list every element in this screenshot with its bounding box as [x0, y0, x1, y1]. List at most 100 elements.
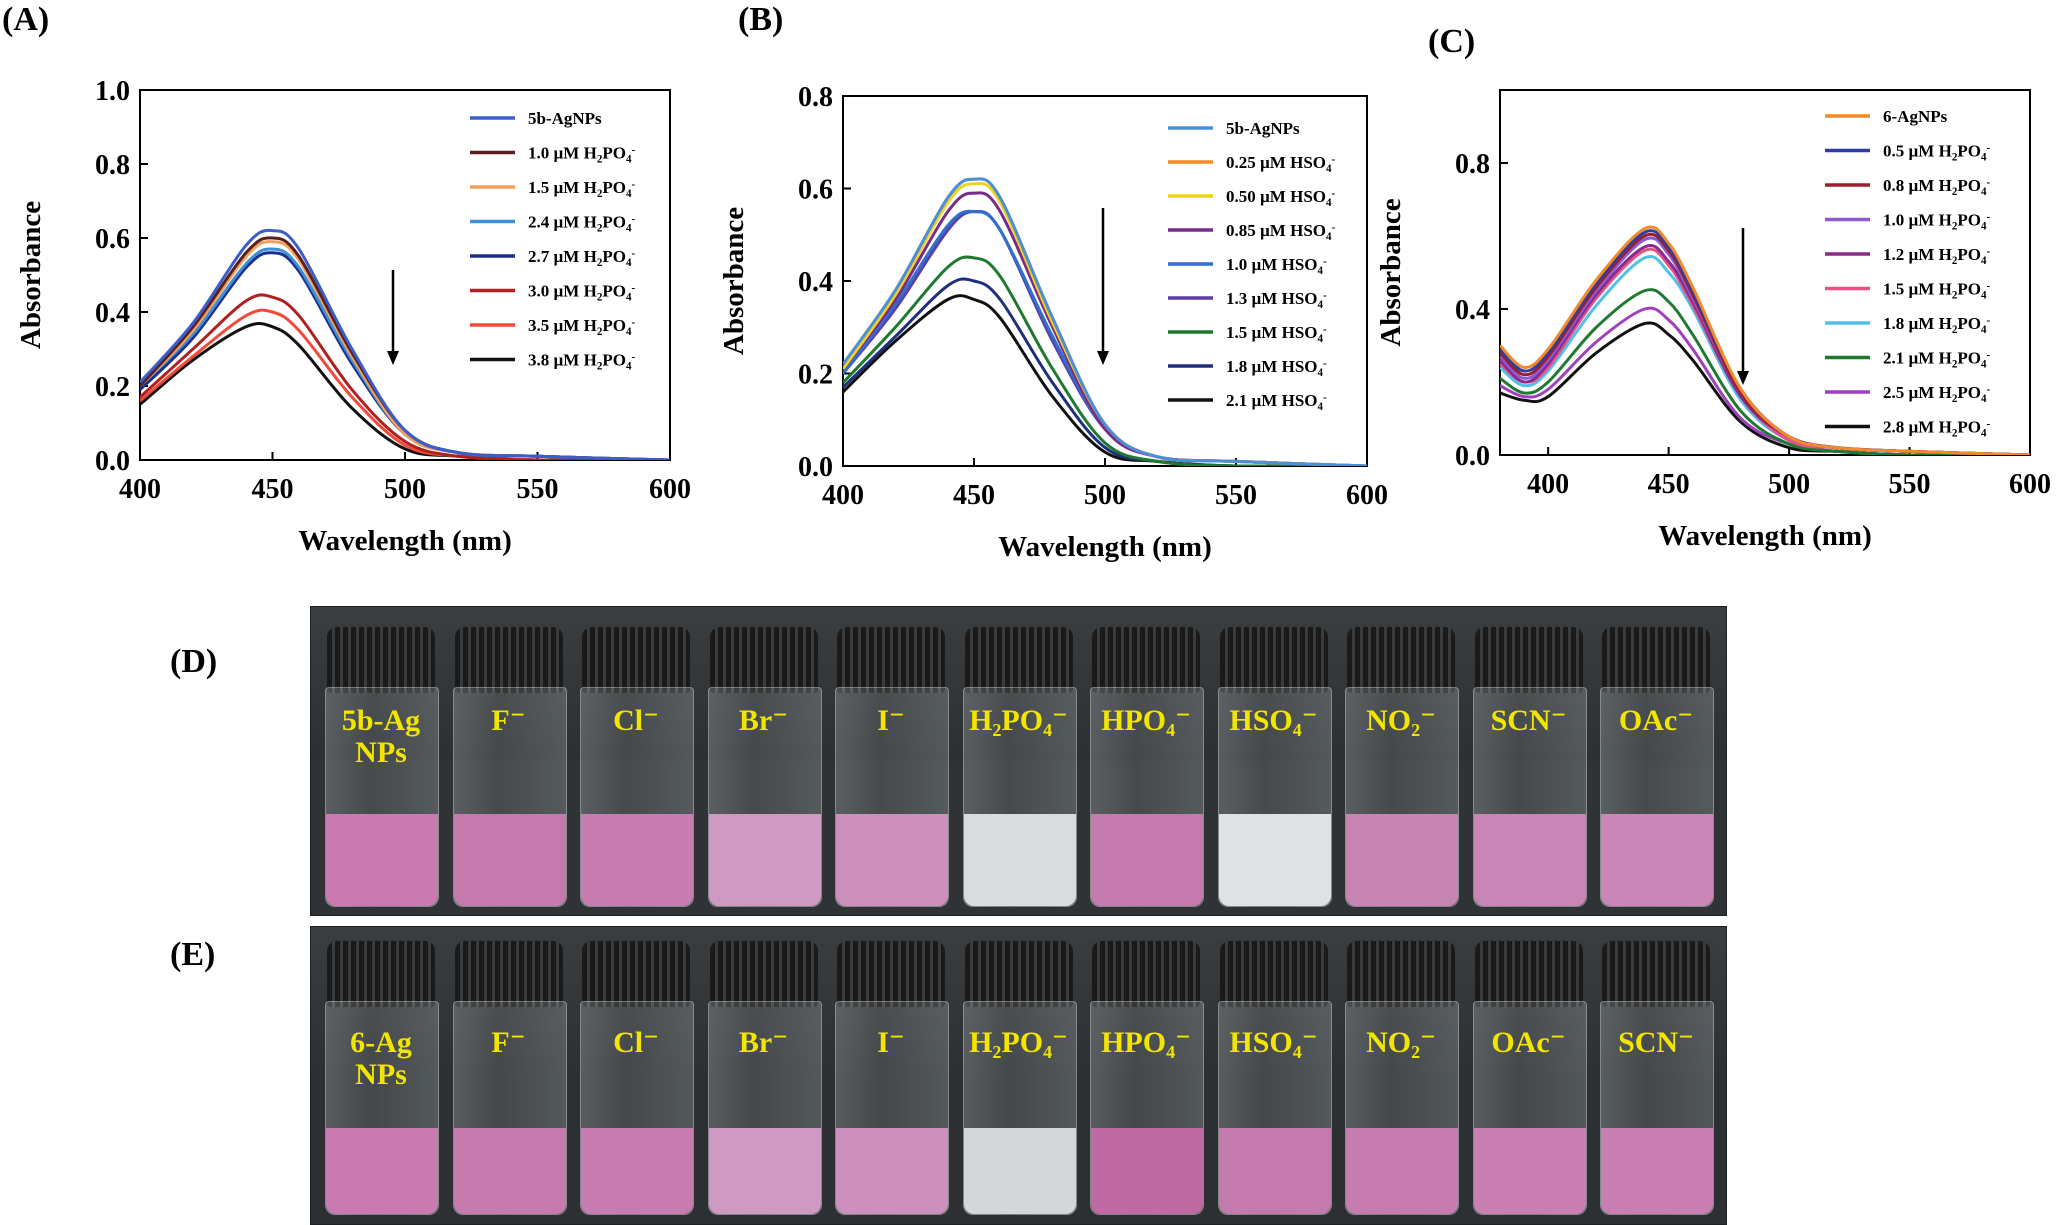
x-tick-label: 600 [2009, 469, 2051, 500]
vial-solution [1346, 814, 1458, 906]
legend-label: 5b-AgNPs [1226, 119, 1300, 138]
y-tick-label: 0.0 [95, 446, 130, 477]
vial-label: OAc⁻ [1491, 1026, 1566, 1059]
legend-label: 2.1 µM H2PO4- [1883, 349, 1991, 371]
vial-label: SCN⁻ [1490, 704, 1567, 737]
vial: F⁻ [449, 927, 569, 1224]
y-tick-label: 0.4 [798, 267, 833, 298]
vial-glass [452, 687, 567, 907]
vial-glass [1600, 687, 1714, 907]
y-tick-label: 0.4 [95, 298, 130, 329]
vial-label: F⁻ [491, 704, 526, 737]
vial-cap [964, 941, 1073, 1007]
vial-photo-e: 6-Ag NPs F⁻ Cl⁻ Br⁻ I⁻ H₂PO₄⁻ HPO₄⁻ HSO₄⁻ NO₂⁻ OA… [310, 926, 1727, 1225]
series-line [140, 228, 670, 460]
series-group [1500, 225, 2030, 455]
vial: Br⁻ [704, 607, 824, 915]
vial: Cl⁻ [576, 607, 696, 915]
legend-label: 3.8 µM H2PO4- [528, 351, 636, 373]
y-tick-label: 0.0 [1455, 441, 1490, 472]
vial-glass [835, 687, 949, 907]
vial-label: Cl⁻ [613, 1026, 659, 1059]
legend-label: 2.5 µM H2PO4- [1883, 383, 1991, 405]
vial-glass [1090, 1001, 1204, 1215]
x-tick-label: 400 [1527, 469, 1569, 500]
vial-glass [1217, 687, 1332, 907]
legend-label: 1.8 µM H2PO4- [1883, 314, 1991, 336]
vial-glass [1345, 1001, 1459, 1215]
x-axis-label: Wavelength (nm) [998, 531, 1211, 563]
vial-cap [1092, 627, 1200, 693]
y-tick-label: 0.0 [798, 452, 833, 483]
panel-label-a: (A) [2, 1, 49, 38]
vial-solution [581, 1128, 693, 1214]
y-axis-label: Absorbance [1375, 198, 1407, 346]
trend-arrow-head [1097, 351, 1109, 365]
vial-glass [707, 687, 822, 907]
chart-0: 0.0 0.2 0.4 0.6 0.8 1.0 400 450 500 550 600 Wavelen… [15, 76, 691, 557]
series-line [843, 177, 1367, 466]
vial-glass [325, 687, 439, 907]
y-axis-label: Absorbance [15, 201, 47, 349]
legend-label: 0.25 µM HSO4- [1226, 153, 1336, 175]
vial: F⁻ [449, 607, 569, 915]
vial: Cl⁻ [576, 927, 696, 1224]
vial-solution [963, 1128, 1076, 1214]
series-line [140, 293, 670, 460]
y-tick-label: 0.6 [95, 224, 130, 255]
x-tick-label: 550 [1215, 480, 1257, 511]
vial-cap [837, 627, 945, 693]
vial-glass [580, 687, 694, 907]
legend-label: 1.5 µM H2PO4- [1883, 280, 1991, 302]
legend-label: 1.0 µM H2PO4- [1883, 211, 1991, 233]
legend-label: 1.5 µM H2PO4- [528, 178, 636, 200]
vial: SCN⁻ [1596, 927, 1716, 1224]
vial-cap [454, 627, 563, 693]
vial-cap [964, 627, 1073, 693]
vial-solution [1218, 814, 1331, 906]
vial-label: I⁻ [877, 1026, 905, 1059]
vial-cap [454, 941, 563, 1007]
vial: SCN⁻ [1469, 607, 1589, 915]
vial: I⁻ [831, 927, 951, 1224]
legend-label: 3.0 µM H2PO4- [528, 282, 636, 304]
series-line [1500, 288, 2030, 455]
legend-label: 2.7 µM H2PO4- [528, 247, 636, 269]
vial-cap [582, 627, 690, 693]
vial-label: 6-Ag NPs [350, 1026, 412, 1091]
x-tick-label: 500 [1768, 469, 1810, 500]
vial: NO₂⁻ [1341, 607, 1461, 915]
legend-label: 0.8 µM H2PO4- [1883, 176, 1991, 198]
legend-label: 1.0 µM HSO4- [1226, 255, 1327, 277]
vial-glass [1217, 1001, 1332, 1215]
chart-panels: (A) (B) (C) 0.0 0.2 0.4 0.6 0.8 1.0 400 450 500 5… [2, 1, 2051, 563]
vial-cap [1602, 627, 1710, 693]
x-axis-label: Wavelength (nm) [1658, 520, 1871, 552]
vial-glass [707, 1001, 822, 1215]
x-tick-label: 500 [1084, 480, 1126, 511]
vial-cap [1474, 941, 1583, 1007]
vial-solution [1091, 1128, 1203, 1214]
legend-label: 1.0 µM H2PO4- [528, 144, 636, 166]
legend-label: 2.1 µM HSO4- [1226, 391, 1327, 413]
legend-label: 1.8 µM HSO4- [1226, 357, 1327, 379]
vial-glass [962, 687, 1077, 907]
vial-label: HSO₄⁻ [1229, 1026, 1318, 1059]
vial-glass [580, 1001, 694, 1215]
legend-label: 3.5 µM H2PO4- [528, 316, 636, 338]
x-tick-label: 550 [1889, 469, 1931, 500]
vial-label: Cl⁻ [613, 704, 659, 737]
vial-cap [327, 627, 435, 693]
x-tick-label: 450 [1648, 469, 1690, 500]
vial: H₂PO₄⁻ [959, 927, 1079, 1224]
y-tick-label: 0.2 [798, 360, 833, 391]
vial-cap [709, 627, 818, 693]
vial-solution [1473, 814, 1586, 906]
vial-solution [836, 814, 948, 906]
vial-solution [1091, 814, 1203, 906]
vial-cap [837, 941, 945, 1007]
y-tick-label: 0.2 [95, 372, 130, 403]
vial-solution [453, 1128, 566, 1214]
vial-label: HPO₄⁻ [1101, 704, 1191, 737]
vial-label: F⁻ [491, 1026, 526, 1059]
